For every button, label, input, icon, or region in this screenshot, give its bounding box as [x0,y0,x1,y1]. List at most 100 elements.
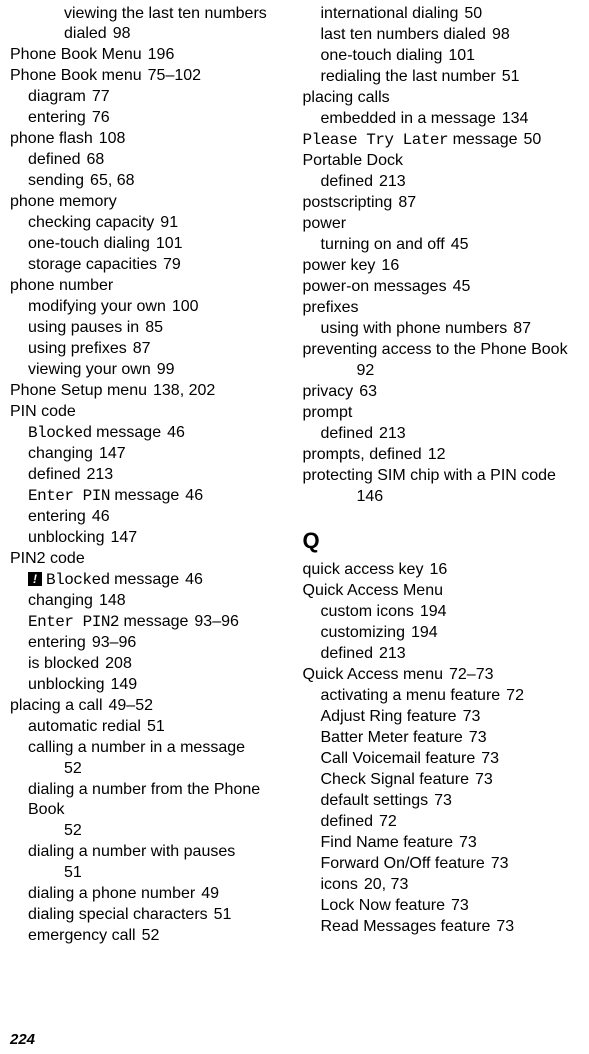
index-entry: PIN code [10,402,287,422]
entry-text: message [92,424,161,441]
index-entry-continuation: 52 [10,759,287,779]
entry-text: phone number [10,277,113,294]
entry-text: checking capacity [28,214,154,231]
entry-text: Portable Dock [303,152,404,169]
entry-page: 72–73 [449,666,494,683]
index-entry: automatic redial51 [10,717,287,737]
index-entry: defined213 [10,465,287,485]
entry-page: 75–102 [148,67,201,84]
index-entry: is blocked208 [10,654,287,674]
index-entry: Portable Dock [303,151,580,171]
entry-text: power key [303,257,376,274]
index-entry: defined213 [303,424,580,444]
index-entry: unblocking147 [10,528,287,548]
index-entry: Forward On/Off feature73 [303,854,580,874]
entry-text: storage capacities [28,256,157,273]
entry-page: 73 [459,834,477,851]
index-entry: icons20, 73 [303,875,580,895]
entry-text: entering [28,508,86,525]
index-entry: !Blocked message46 [10,570,287,590]
entry-text: defined [28,466,81,483]
entry-page: 52 [64,760,82,777]
index-entry: customizing194 [303,623,580,643]
code-text: Blocked [28,424,92,442]
entry-page: 73 [475,771,493,788]
index-entry-continuation: 92 [303,361,580,381]
entry-page: 93–96 [92,634,137,651]
index-entry: custom icons194 [303,602,580,622]
entry-page: 134 [502,110,529,127]
entry-text: prefixes [303,299,359,316]
entry-text: one-touch dialing [28,235,150,252]
index-entry: Enter PIN2 message93–96 [10,612,287,632]
entry-text: unblocking [28,529,105,546]
entry-page: 100 [172,298,199,315]
index-entry: Quick Access Menu [303,581,580,601]
entry-text: is blocked [28,655,99,672]
entry-page: 73 [469,729,487,746]
entry-text: changing [28,445,93,462]
index-entry: Adjust Ring feature73 [303,707,580,727]
index-entry: power key 16 [303,256,580,276]
index-entry: defined68 [10,150,287,170]
entry-page: 51 [64,864,82,881]
entry-page: 16 [429,561,447,578]
entry-page: 101 [448,47,475,64]
index-entry: placing a call49–52 [10,696,287,716]
entry-text: dialing a phone number [28,885,195,902]
entry-page: 194 [411,624,438,641]
index-entry: PIN2 code [10,549,287,569]
entry-page: 76 [92,109,110,126]
index-entry: one-touch dialing101 [303,46,580,66]
index-entry: prompts, defined12 [303,445,580,465]
entry-page: 147 [99,445,126,462]
entry-text: Lock Now feature [321,897,446,914]
index-entry: Check Signal feature73 [303,770,580,790]
entry-text: dialing special characters [28,906,208,923]
entry-page: 16 [381,257,399,274]
index-entry: Quick Access menu72–73 [303,665,580,685]
entry-page: 68 [87,151,105,168]
entry-page: 20, 73 [364,876,408,893]
index-entry: entering76 [10,108,287,128]
entry-page: 98 [492,26,510,43]
index-entry: protecting SIM chip with a PIN code [303,466,580,486]
entry-text: PIN code [10,403,76,420]
entry-page: 73 [451,897,469,914]
index-entry: power [303,214,580,234]
index-entry: prompt [303,403,580,423]
entry-text: message [110,571,179,588]
blocked-icon: ! [28,572,42,586]
index-entry: changing148 [10,591,287,611]
index-entry: using prefixes87 [10,339,287,359]
entry-page: 73 [434,792,452,809]
entry-text: calling a number in a message [28,739,245,756]
entry-text: protecting SIM chip with a PIN code [303,467,556,484]
index-entry: defined 213 [303,172,580,192]
index-entry: preventing access to the Phone Book [303,340,580,360]
entry-page: 85 [145,319,163,336]
entry-page: 46 [167,424,185,441]
entry-text: Quick Access Menu [303,582,444,599]
entry-page: 79 [163,256,181,273]
entry-text: defined [321,173,374,190]
entry-text: phone flash [10,130,93,147]
entry-text: Phone Book Menu [10,46,142,63]
entry-page: 87 [513,320,531,337]
code-text: Enter PIN2 [28,613,119,631]
entry-page: 213 [379,173,406,190]
index-entry: dialing a number from the Phone Book [10,780,287,820]
index-entry: privacy63 [303,382,580,402]
index-entry-continuation: 146 [303,487,580,507]
entry-page: 72 [506,687,524,704]
entry-page: 77 [92,88,110,105]
index-entry: Read Messages feature73 [303,917,580,937]
entry-page: 51 [214,906,232,923]
index-entry: viewing your own99 [10,360,287,380]
index-entry: storage capacities 79 [10,255,287,275]
entry-text: postscripting [303,194,393,211]
entry-page: 51 [147,718,165,735]
column-right: international dialing50last ten numbers … [295,4,580,1054]
entry-text: turning on and off [321,236,445,253]
entry-text: defined [321,645,374,662]
